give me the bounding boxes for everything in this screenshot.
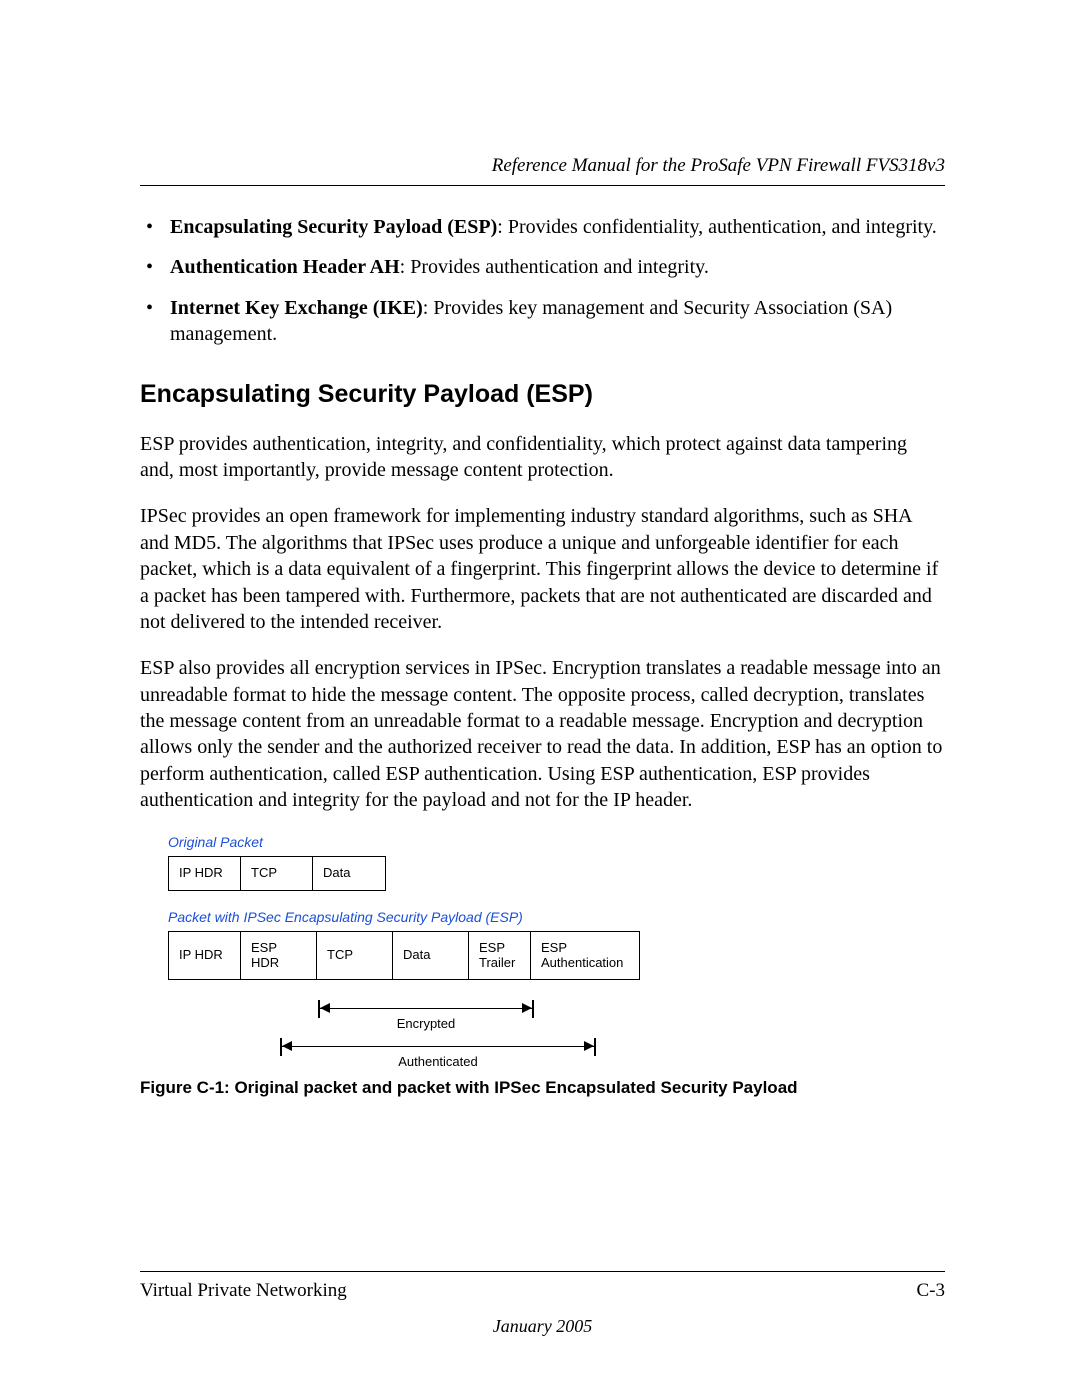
figure-caption: Figure C-1: Original packet and packet w… xyxy=(140,1078,945,1098)
footer-section: Virtual Private Networking xyxy=(140,1280,347,1302)
original-packet-row: IP HDRTCPData xyxy=(168,856,386,891)
packet-cell: TCP xyxy=(241,857,313,890)
bullet-list: Encapsulating Security Payload (ESP): Pr… xyxy=(140,214,945,348)
range-line xyxy=(318,1008,534,1009)
document-page: Reference Manual for the ProSafe VPN Fir… xyxy=(0,0,1080,1397)
range-line xyxy=(280,1046,596,1047)
packet-cell: Data xyxy=(313,857,385,890)
packet-cell: Data xyxy=(393,932,469,980)
range-label: Encrypted xyxy=(318,1016,534,1031)
body-paragraph: IPSec provides an open framework for imp… xyxy=(140,503,945,635)
body-paragraph: ESP provides authentication, integrity, … xyxy=(140,431,945,484)
page-footer: Virtual Private Networking C-3 January 2… xyxy=(140,1271,945,1337)
arrow-right-icon xyxy=(584,1041,594,1051)
diagram-label: Packet with IPSec Encapsulating Security… xyxy=(168,909,945,925)
range-label: Authenticated xyxy=(280,1054,596,1069)
packet-cell: IP HDR xyxy=(169,857,241,890)
bullet-bold: Internet Key Exchange (IKE) xyxy=(170,297,423,319)
body-paragraph: ESP also provides all encryption service… xyxy=(140,655,945,813)
diagram-label: Original Packet xyxy=(168,834,945,850)
packet-cell: ESP Authentication xyxy=(531,932,639,980)
encrypted-range: Encrypted xyxy=(318,998,534,1020)
page-number: C-3 xyxy=(917,1280,946,1302)
esp-packet-row: IP HDRESP HDRTCPDataESP TrailerESP Authe… xyxy=(168,931,640,981)
packet-cell: TCP xyxy=(317,932,393,980)
bullet-bold: Encapsulating Security Payload (ESP) xyxy=(170,216,497,238)
bullet-text: : Provides confidentiality, authenticati… xyxy=(497,216,937,238)
packet-cell: ESP Trailer xyxy=(469,932,531,980)
running-header: Reference Manual for the ProSafe VPN Fir… xyxy=(140,155,945,177)
bullet-item: Internet Key Exchange (IKE): Provides ke… xyxy=(140,295,945,348)
bullet-item: Encapsulating Security Payload (ESP): Pr… xyxy=(140,214,945,240)
header-rule xyxy=(140,185,945,186)
bullet-item: Authentication Header AH: Provides authe… xyxy=(140,254,945,280)
packet-cell: IP HDR xyxy=(169,932,241,980)
authenticated-range: Authenticated xyxy=(280,1036,596,1058)
footer-date: January 2005 xyxy=(140,1316,945,1337)
packet-cell: ESP HDR xyxy=(241,932,317,980)
packet-diagram: Original Packet IP HDRTCPData Packet wit… xyxy=(168,834,945,1069)
range-annotations: Encrypted Authenticated xyxy=(168,998,945,1068)
footer-rule xyxy=(140,1271,945,1272)
bullet-bold: Authentication Header AH xyxy=(170,256,400,278)
bullet-text: : Provides authentication and integrity. xyxy=(400,256,709,278)
arrow-right-icon xyxy=(522,1003,532,1013)
section-heading: Encapsulating Security Payload (ESP) xyxy=(140,380,945,409)
footer-row: Virtual Private Networking C-3 xyxy=(140,1280,945,1302)
